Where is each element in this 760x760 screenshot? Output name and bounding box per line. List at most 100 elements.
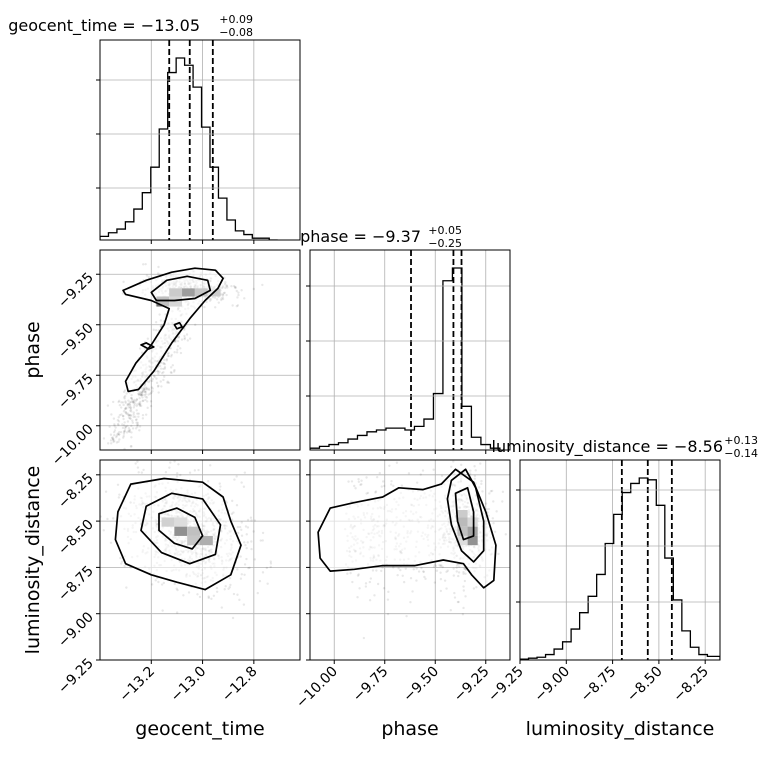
scatter-point bbox=[116, 432, 120, 435]
scatter-point bbox=[364, 585, 368, 588]
scatter-point bbox=[138, 391, 142, 394]
scatter-point bbox=[166, 352, 170, 356]
scatter-point bbox=[457, 571, 461, 574]
scatter-point bbox=[133, 402, 137, 405]
scatter-point bbox=[395, 461, 399, 464]
scatter-point bbox=[456, 431, 458, 433]
scatter-point bbox=[108, 425, 111, 428]
scatter-point bbox=[132, 400, 135, 403]
scatter-point bbox=[269, 565, 272, 569]
scatter-point bbox=[109, 442, 113, 445]
scatter-point bbox=[173, 368, 176, 372]
scatter-point bbox=[232, 511, 235, 514]
panel-frame bbox=[309, 459, 511, 661]
scatter-point bbox=[155, 381, 159, 385]
scatter-point bbox=[396, 573, 399, 577]
scatter-point bbox=[464, 572, 467, 575]
scatter-point bbox=[380, 485, 383, 488]
scatter-point bbox=[129, 445, 133, 448]
scatter-point bbox=[383, 484, 386, 488]
scatter-point bbox=[360, 483, 363, 486]
scatter-point bbox=[432, 468, 435, 471]
scatter-point bbox=[176, 348, 179, 351]
scatter-point bbox=[364, 582, 368, 585]
scatter-point bbox=[135, 421, 138, 424]
scatter-point bbox=[110, 413, 113, 416]
scatter-point bbox=[123, 389, 127, 392]
scatter-point bbox=[443, 579, 447, 582]
scatter-point bbox=[164, 471, 168, 474]
scatter-point bbox=[207, 596, 211, 600]
scatter-point bbox=[179, 351, 183, 355]
scatter-point bbox=[261, 571, 265, 574]
scatter-point bbox=[146, 406, 149, 410]
scatter-point bbox=[150, 386, 154, 389]
panel-body bbox=[100, 40, 278, 240]
scatter-point bbox=[120, 560, 124, 563]
scatter-point bbox=[240, 534, 244, 537]
scatter-point bbox=[127, 402, 130, 406]
scatter-point bbox=[117, 433, 121, 436]
scatter-point bbox=[261, 283, 264, 287]
scatter-point bbox=[240, 521, 243, 524]
scatter-point bbox=[151, 377, 154, 381]
scatter-point bbox=[194, 323, 197, 327]
scatter-point bbox=[221, 293, 224, 296]
scatter-point bbox=[127, 413, 130, 417]
scatter-point bbox=[113, 429, 117, 432]
scatter-point bbox=[118, 493, 121, 496]
scatter-point bbox=[177, 336, 181, 339]
scatter-point bbox=[112, 431, 116, 434]
scatter-point bbox=[165, 357, 169, 361]
scatter-point bbox=[121, 426, 125, 430]
scatter-point bbox=[457, 600, 460, 604]
scatter-point bbox=[147, 393, 150, 396]
scatter-point bbox=[156, 272, 160, 275]
scatter-point bbox=[231, 304, 234, 307]
scatter-point bbox=[351, 580, 354, 584]
scatter-point bbox=[242, 603, 246, 606]
scatter-point bbox=[106, 517, 109, 521]
scatter-point bbox=[127, 399, 130, 402]
scatter-point bbox=[261, 531, 265, 535]
scatter-point bbox=[133, 398, 136, 402]
panel-frame bbox=[309, 249, 511, 451]
scatter-point bbox=[159, 380, 162, 383]
panel-frame bbox=[99, 249, 301, 451]
contour-line bbox=[122, 267, 224, 393]
scatter-point bbox=[123, 397, 126, 400]
scatter-point bbox=[136, 403, 139, 406]
scatter-point bbox=[232, 592, 236, 596]
scatter-point bbox=[136, 466, 140, 469]
scatter-point bbox=[106, 442, 110, 445]
scatter-point bbox=[381, 566, 384, 569]
scatter-point bbox=[157, 384, 160, 387]
scatter-point bbox=[236, 304, 240, 307]
title-geocent-time: geocent_time = −13.05 bbox=[8, 16, 200, 36]
scatter-point bbox=[92, 514, 94, 516]
title-luminosity-distance: luminosity_distance = −8.56 bbox=[492, 437, 723, 457]
scatter-point bbox=[224, 281, 227, 284]
scatter-point bbox=[120, 562, 123, 565]
scatter-point bbox=[196, 593, 199, 596]
scatter-point bbox=[137, 403, 141, 406]
scatter-point bbox=[225, 293, 228, 297]
scatter-point bbox=[488, 450, 490, 452]
contour-line bbox=[317, 468, 497, 589]
scatter-point bbox=[129, 408, 133, 411]
scatter-point bbox=[125, 407, 128, 410]
scatter-point bbox=[119, 556, 122, 560]
scatter-point bbox=[139, 393, 142, 396]
scatter-point bbox=[112, 438, 115, 441]
scatter-point bbox=[497, 552, 500, 556]
scatter-point bbox=[247, 566, 250, 570]
scatter-point bbox=[159, 324, 162, 328]
panel-body bbox=[92, 460, 273, 620]
scatter-point bbox=[129, 414, 132, 417]
scatter-point bbox=[175, 587, 178, 590]
scatter-point bbox=[111, 437, 115, 441]
scatter-point bbox=[215, 586, 219, 590]
scatter-point bbox=[221, 285, 225, 288]
scatter-point bbox=[374, 491, 377, 494]
histogram-step-line bbox=[100, 57, 278, 240]
